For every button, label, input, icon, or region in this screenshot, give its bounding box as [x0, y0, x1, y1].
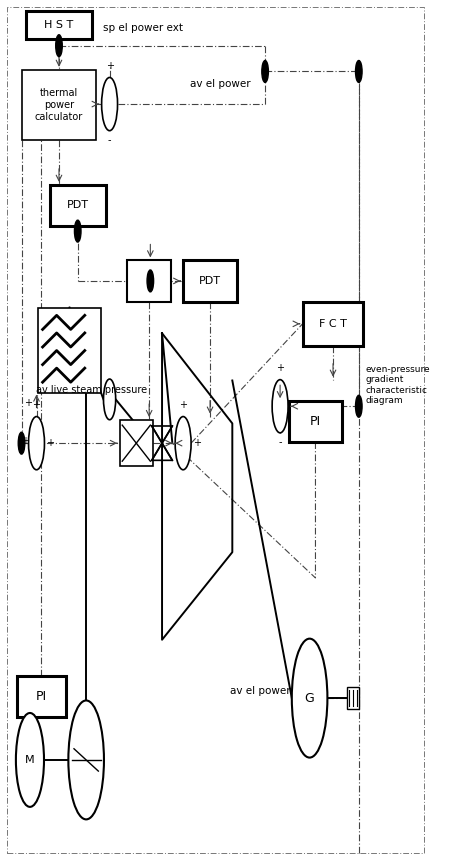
Ellipse shape: [147, 270, 154, 292]
Ellipse shape: [356, 60, 362, 82]
Text: av el power: av el power: [230, 686, 291, 696]
Bar: [38, 308, 101, 393]
Ellipse shape: [175, 416, 191, 470]
Text: +: +: [106, 60, 114, 71]
Text: G: G: [305, 691, 314, 705]
Text: av el power: av el power: [190, 79, 251, 89]
Ellipse shape: [103, 379, 116, 420]
Text: +: +: [179, 400, 187, 410]
Ellipse shape: [101, 78, 118, 130]
Ellipse shape: [356, 396, 362, 417]
Text: thermal
power
calculator: thermal power calculator: [35, 88, 83, 122]
Text: +: +: [24, 398, 32, 408]
Ellipse shape: [74, 220, 81, 242]
Text: av live steam pressure: av live steam pressure: [36, 385, 146, 395]
Bar: [21, 70, 97, 140]
Text: -: -: [108, 135, 111, 145]
Text: H S T: H S T: [45, 20, 73, 29]
Bar: [26, 10, 92, 39]
Text: I: I: [147, 275, 151, 288]
Bar: [289, 401, 342, 442]
Text: -: -: [278, 437, 282, 448]
Text: +: +: [193, 438, 201, 448]
Bar: [50, 185, 106, 226]
Ellipse shape: [18, 432, 25, 454]
Text: M: M: [25, 755, 35, 765]
Text: PDT: PDT: [199, 276, 221, 286]
Ellipse shape: [68, 701, 104, 819]
Text: PI: PI: [310, 416, 321, 429]
Ellipse shape: [262, 60, 268, 82]
Bar: [127, 260, 172, 302]
Bar: [17, 676, 66, 717]
Bar: [183, 260, 237, 302]
Ellipse shape: [56, 35, 62, 57]
Bar: [302, 302, 364, 346]
Ellipse shape: [292, 638, 328, 758]
Text: +: +: [46, 438, 54, 448]
Text: PDT: PDT: [67, 200, 89, 210]
Bar: [347, 688, 359, 708]
Text: +: +: [33, 400, 40, 410]
Ellipse shape: [28, 416, 45, 470]
Ellipse shape: [16, 713, 44, 807]
Text: F C T: F C T: [319, 319, 347, 329]
Text: +: +: [21, 435, 29, 446]
Text: sp el power ext: sp el power ext: [103, 22, 183, 33]
Text: even-pressure
gradient
characteristic
diagram: even-pressure gradient characteristic di…: [366, 365, 430, 405]
Text: +: +: [276, 363, 284, 372]
Text: PI: PI: [36, 689, 47, 703]
Polygon shape: [162, 334, 232, 639]
Ellipse shape: [272, 379, 288, 433]
Bar: [120, 420, 153, 467]
